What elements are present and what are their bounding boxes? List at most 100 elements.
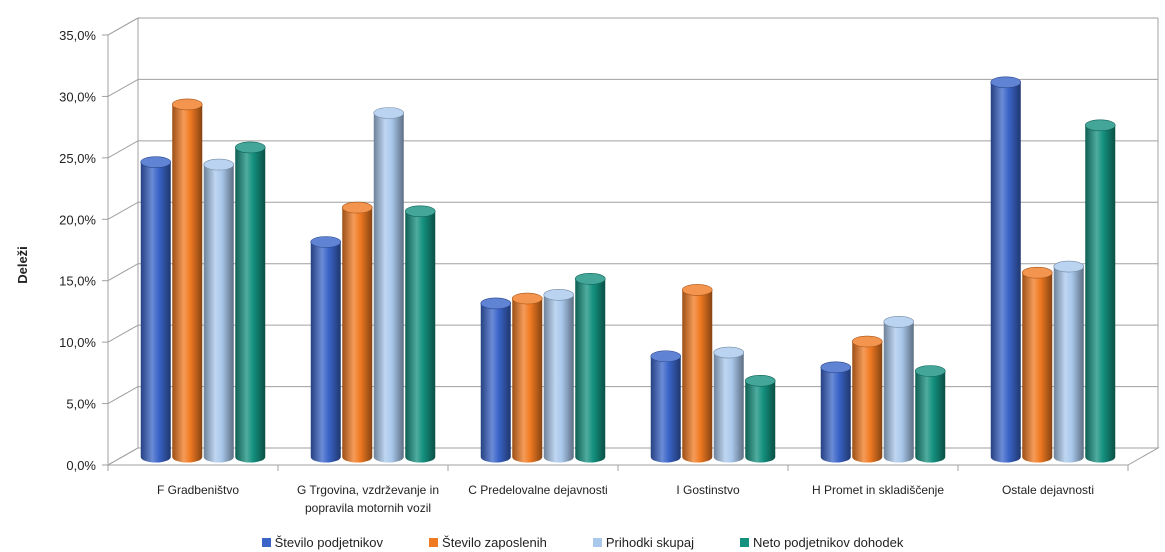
gridline-diag (107, 140, 139, 159)
bar-top (203, 158, 235, 171)
bar-top (171, 98, 203, 111)
gridline-diag (107, 263, 139, 282)
gridline-diag (107, 447, 139, 466)
bar (543, 289, 575, 463)
legend-item: Število podjetnikov (261, 532, 384, 552)
y-tick-label: 35,0% (59, 28, 96, 43)
y-tick-label: 0,0% (66, 458, 96, 473)
bar (851, 335, 883, 463)
x-category-label: popravila motornih vozil (305, 501, 431, 515)
bar (234, 141, 266, 463)
gridline-diag (107, 78, 139, 97)
bar-body (820, 367, 851, 463)
bar (650, 350, 682, 463)
bar (914, 365, 946, 463)
x-category-label: I Gostinstvo (676, 483, 740, 497)
bar-top (820, 361, 852, 374)
y-tick-label: 30,0% (59, 89, 96, 104)
gridline-diag (107, 201, 139, 220)
bar-top (234, 141, 266, 154)
bar-body (1022, 272, 1053, 463)
legend-label: Število zaposlenih (442, 534, 547, 550)
bar-top (341, 201, 373, 214)
gridline-diag (107, 386, 139, 405)
bar-top (310, 236, 342, 248)
x-category-label: Ostale dejavnosti (1002, 483, 1094, 497)
bar (171, 98, 203, 463)
bar-top (543, 289, 575, 301)
legend-label: Neto podjetnikov dohodek (753, 534, 904, 550)
bar-body (480, 303, 511, 463)
bar-body (575, 278, 606, 463)
bar (373, 107, 405, 463)
legend-item: Število zaposlenih (429, 532, 547, 552)
legend-label: Število podjetnikov (274, 534, 384, 550)
legend-swatch (592, 537, 602, 547)
legend-item: Neto podjetnikov dohodek (740, 532, 903, 552)
bar-top (511, 292, 543, 305)
bar (681, 284, 713, 463)
bar-body (342, 207, 373, 463)
bar-body (203, 164, 234, 463)
legend-swatch (429, 537, 439, 547)
bar-body (140, 162, 171, 463)
legend: Število podjetnikov Število zaposlenih Pri… (0, 532, 1165, 552)
bar-body (713, 352, 744, 463)
bar-body (745, 380, 776, 463)
y-tick-label: 10,0% (59, 335, 96, 350)
bar-top (404, 205, 436, 218)
legend-swatch (740, 537, 749, 547)
side-wall (107, 17, 139, 466)
y-tick-label: 5,0% (66, 397, 96, 412)
bar-top (851, 335, 883, 348)
y-tick-label: 20,0% (59, 212, 96, 227)
bar-top (990, 76, 1022, 89)
y-axis-label: Deleži (15, 246, 30, 284)
bar (203, 158, 235, 463)
bar-top (883, 316, 915, 328)
bar (310, 236, 342, 463)
bar (990, 76, 1022, 463)
bar-body (310, 242, 341, 463)
bar (713, 346, 745, 463)
bar-body (1085, 125, 1116, 463)
bar-top (1084, 119, 1116, 132)
bar-body (915, 371, 946, 463)
bar-body (1053, 266, 1084, 463)
y-tick-label: 15,0% (59, 274, 96, 289)
bar (820, 361, 852, 463)
bar (574, 273, 606, 463)
legend-swatch (261, 537, 271, 547)
legend-label: Prihodki skupaj (605, 534, 694, 550)
bar-body (373, 113, 404, 463)
bar-top (1053, 260, 1085, 273)
bar (511, 292, 543, 463)
bar (1053, 260, 1085, 463)
bar-body (682, 289, 713, 463)
x-category-label: F Gradbeništvo (157, 483, 239, 497)
bar-body (990, 82, 1021, 463)
x-category-label: H Promet in skladiščenje (812, 483, 944, 497)
bar-top (650, 350, 682, 363)
bar (341, 201, 373, 463)
gridline-diag (107, 324, 139, 343)
bar-top (713, 346, 745, 359)
bar-top (140, 156, 172, 168)
bar-top (480, 297, 512, 310)
bar-top (1021, 266, 1053, 279)
bar (1084, 119, 1116, 463)
bar (480, 297, 512, 463)
bar-top (373, 107, 405, 119)
bar-body (650, 356, 681, 463)
bar-body (405, 211, 436, 463)
bar-body (235, 147, 266, 463)
bar (744, 375, 776, 463)
x-category-label: C Predelovalne dejavnosti (468, 483, 607, 497)
bar-body (852, 341, 883, 463)
x-category-label: G Trgovina, vzdrževanje in (297, 483, 439, 497)
bar-top (681, 284, 713, 296)
bar-body (172, 104, 203, 463)
bar (140, 156, 172, 463)
bar-body (512, 298, 543, 463)
